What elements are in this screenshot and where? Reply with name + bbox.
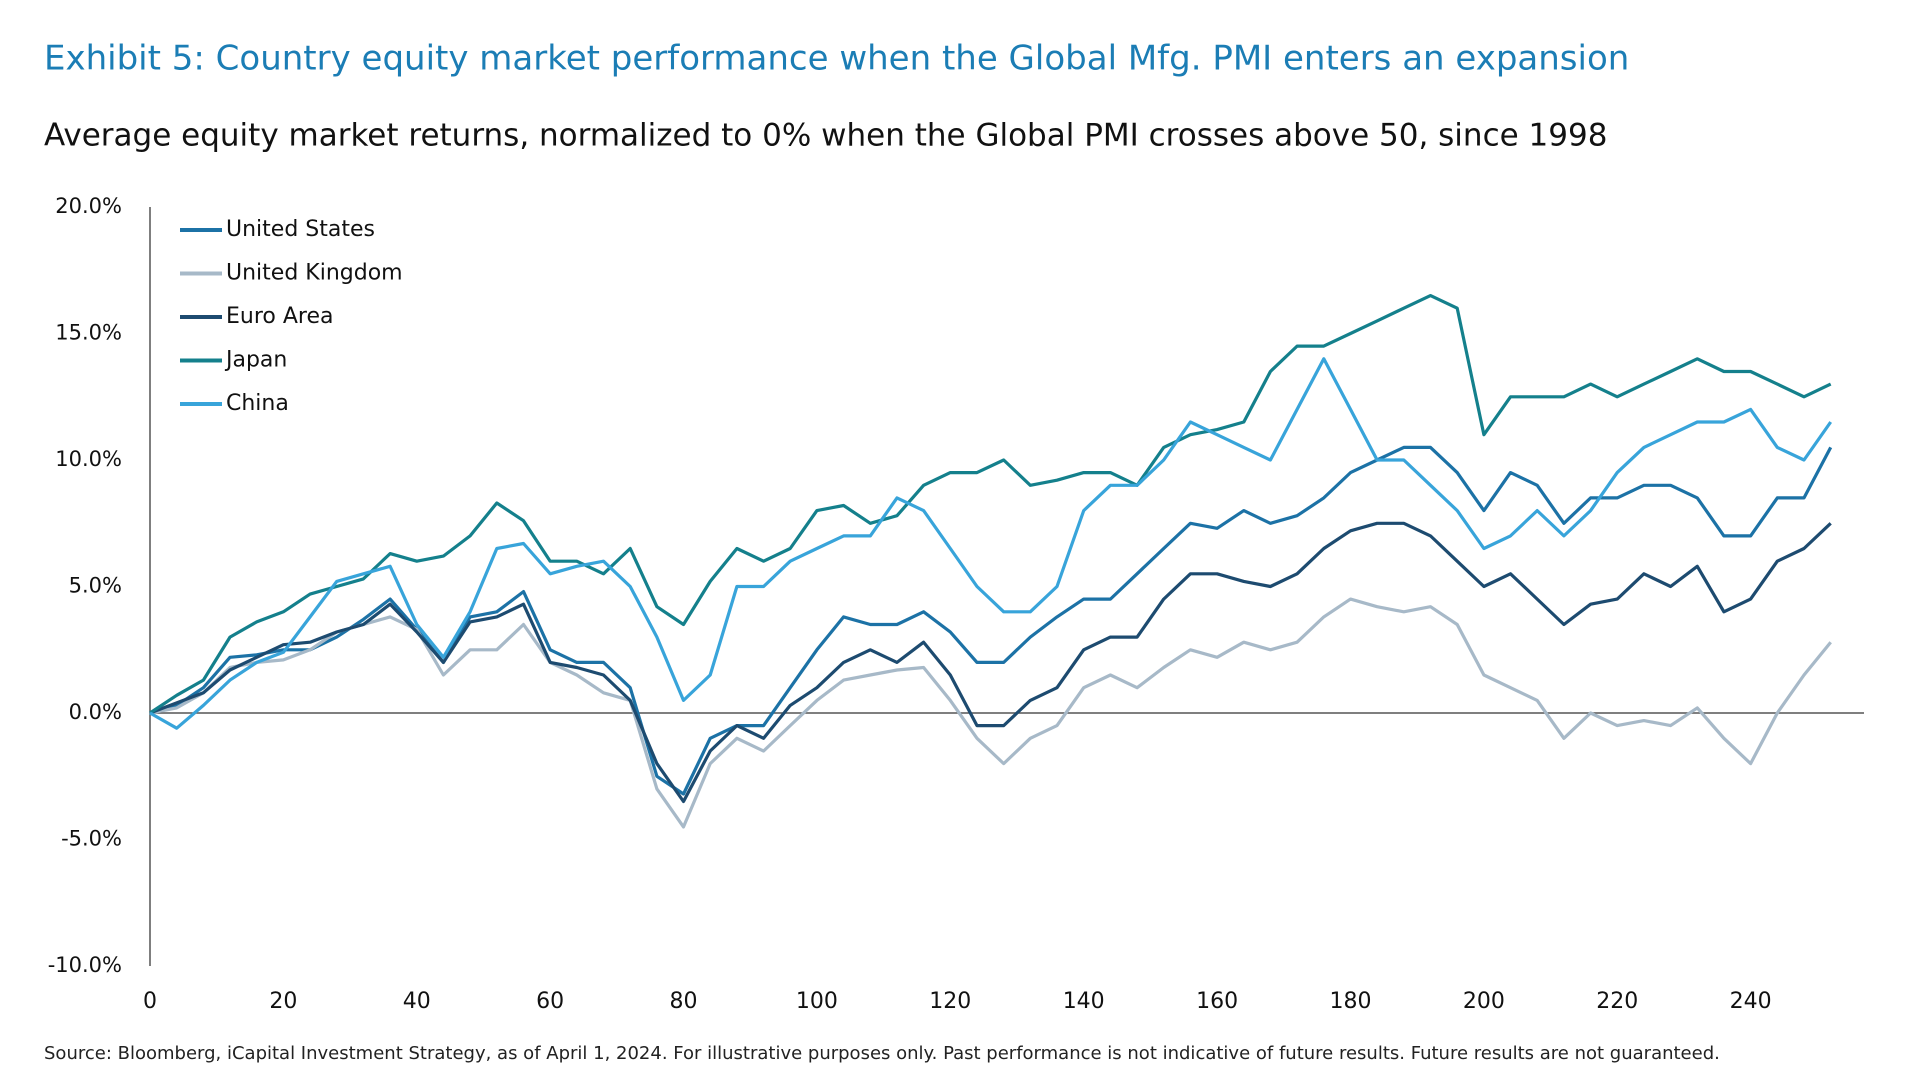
legend-label: China (226, 391, 289, 416)
x-tick-label: 180 (1329, 989, 1371, 1014)
y-tick-label: -10.0% (48, 953, 122, 977)
y-tick-label: 0.0% (69, 700, 122, 724)
x-tick-label: 0 (143, 989, 157, 1014)
x-tick-label: 220 (1596, 989, 1638, 1014)
series-line (149, 521, 1832, 804)
x-tick-label: 100 (796, 989, 838, 1014)
source-note: Source: Bloomberg, iCapital Investment S… (44, 1043, 1720, 1064)
series-line (149, 597, 1832, 829)
legend-label: Japan (224, 348, 287, 373)
series-line (149, 294, 1832, 715)
legend-label: Euro Area (226, 304, 334, 329)
y-tick-label: 20.0% (55, 194, 122, 218)
y-tick-label: 5.0% (69, 574, 122, 598)
x-tick-label: 240 (1730, 989, 1772, 1014)
x-tick-label: 20 (269, 989, 297, 1014)
x-tick-label: 160 (1196, 989, 1238, 1014)
series-line (149, 445, 1833, 796)
legend-label: United Kingdom (226, 261, 403, 286)
series-line (149, 357, 1833, 730)
legend-label: United States (226, 217, 375, 242)
x-tick-label: 120 (929, 989, 971, 1014)
chart-subtitle: Average equity market returns, normalize… (44, 118, 1607, 154)
y-tick-label: 10.0% (55, 447, 122, 471)
y-tick-label: -5.0% (61, 827, 122, 851)
x-tick-label: 60 (536, 989, 564, 1014)
x-tick-label: 140 (1063, 989, 1105, 1014)
y-tick-label: 15.0% (55, 321, 122, 345)
x-tick-label: 40 (403, 989, 431, 1014)
x-tick-label: 80 (670, 989, 698, 1014)
chart-title: Exhibit 5: Country equity market perform… (44, 39, 1629, 79)
x-tick-label: 200 (1463, 989, 1505, 1014)
